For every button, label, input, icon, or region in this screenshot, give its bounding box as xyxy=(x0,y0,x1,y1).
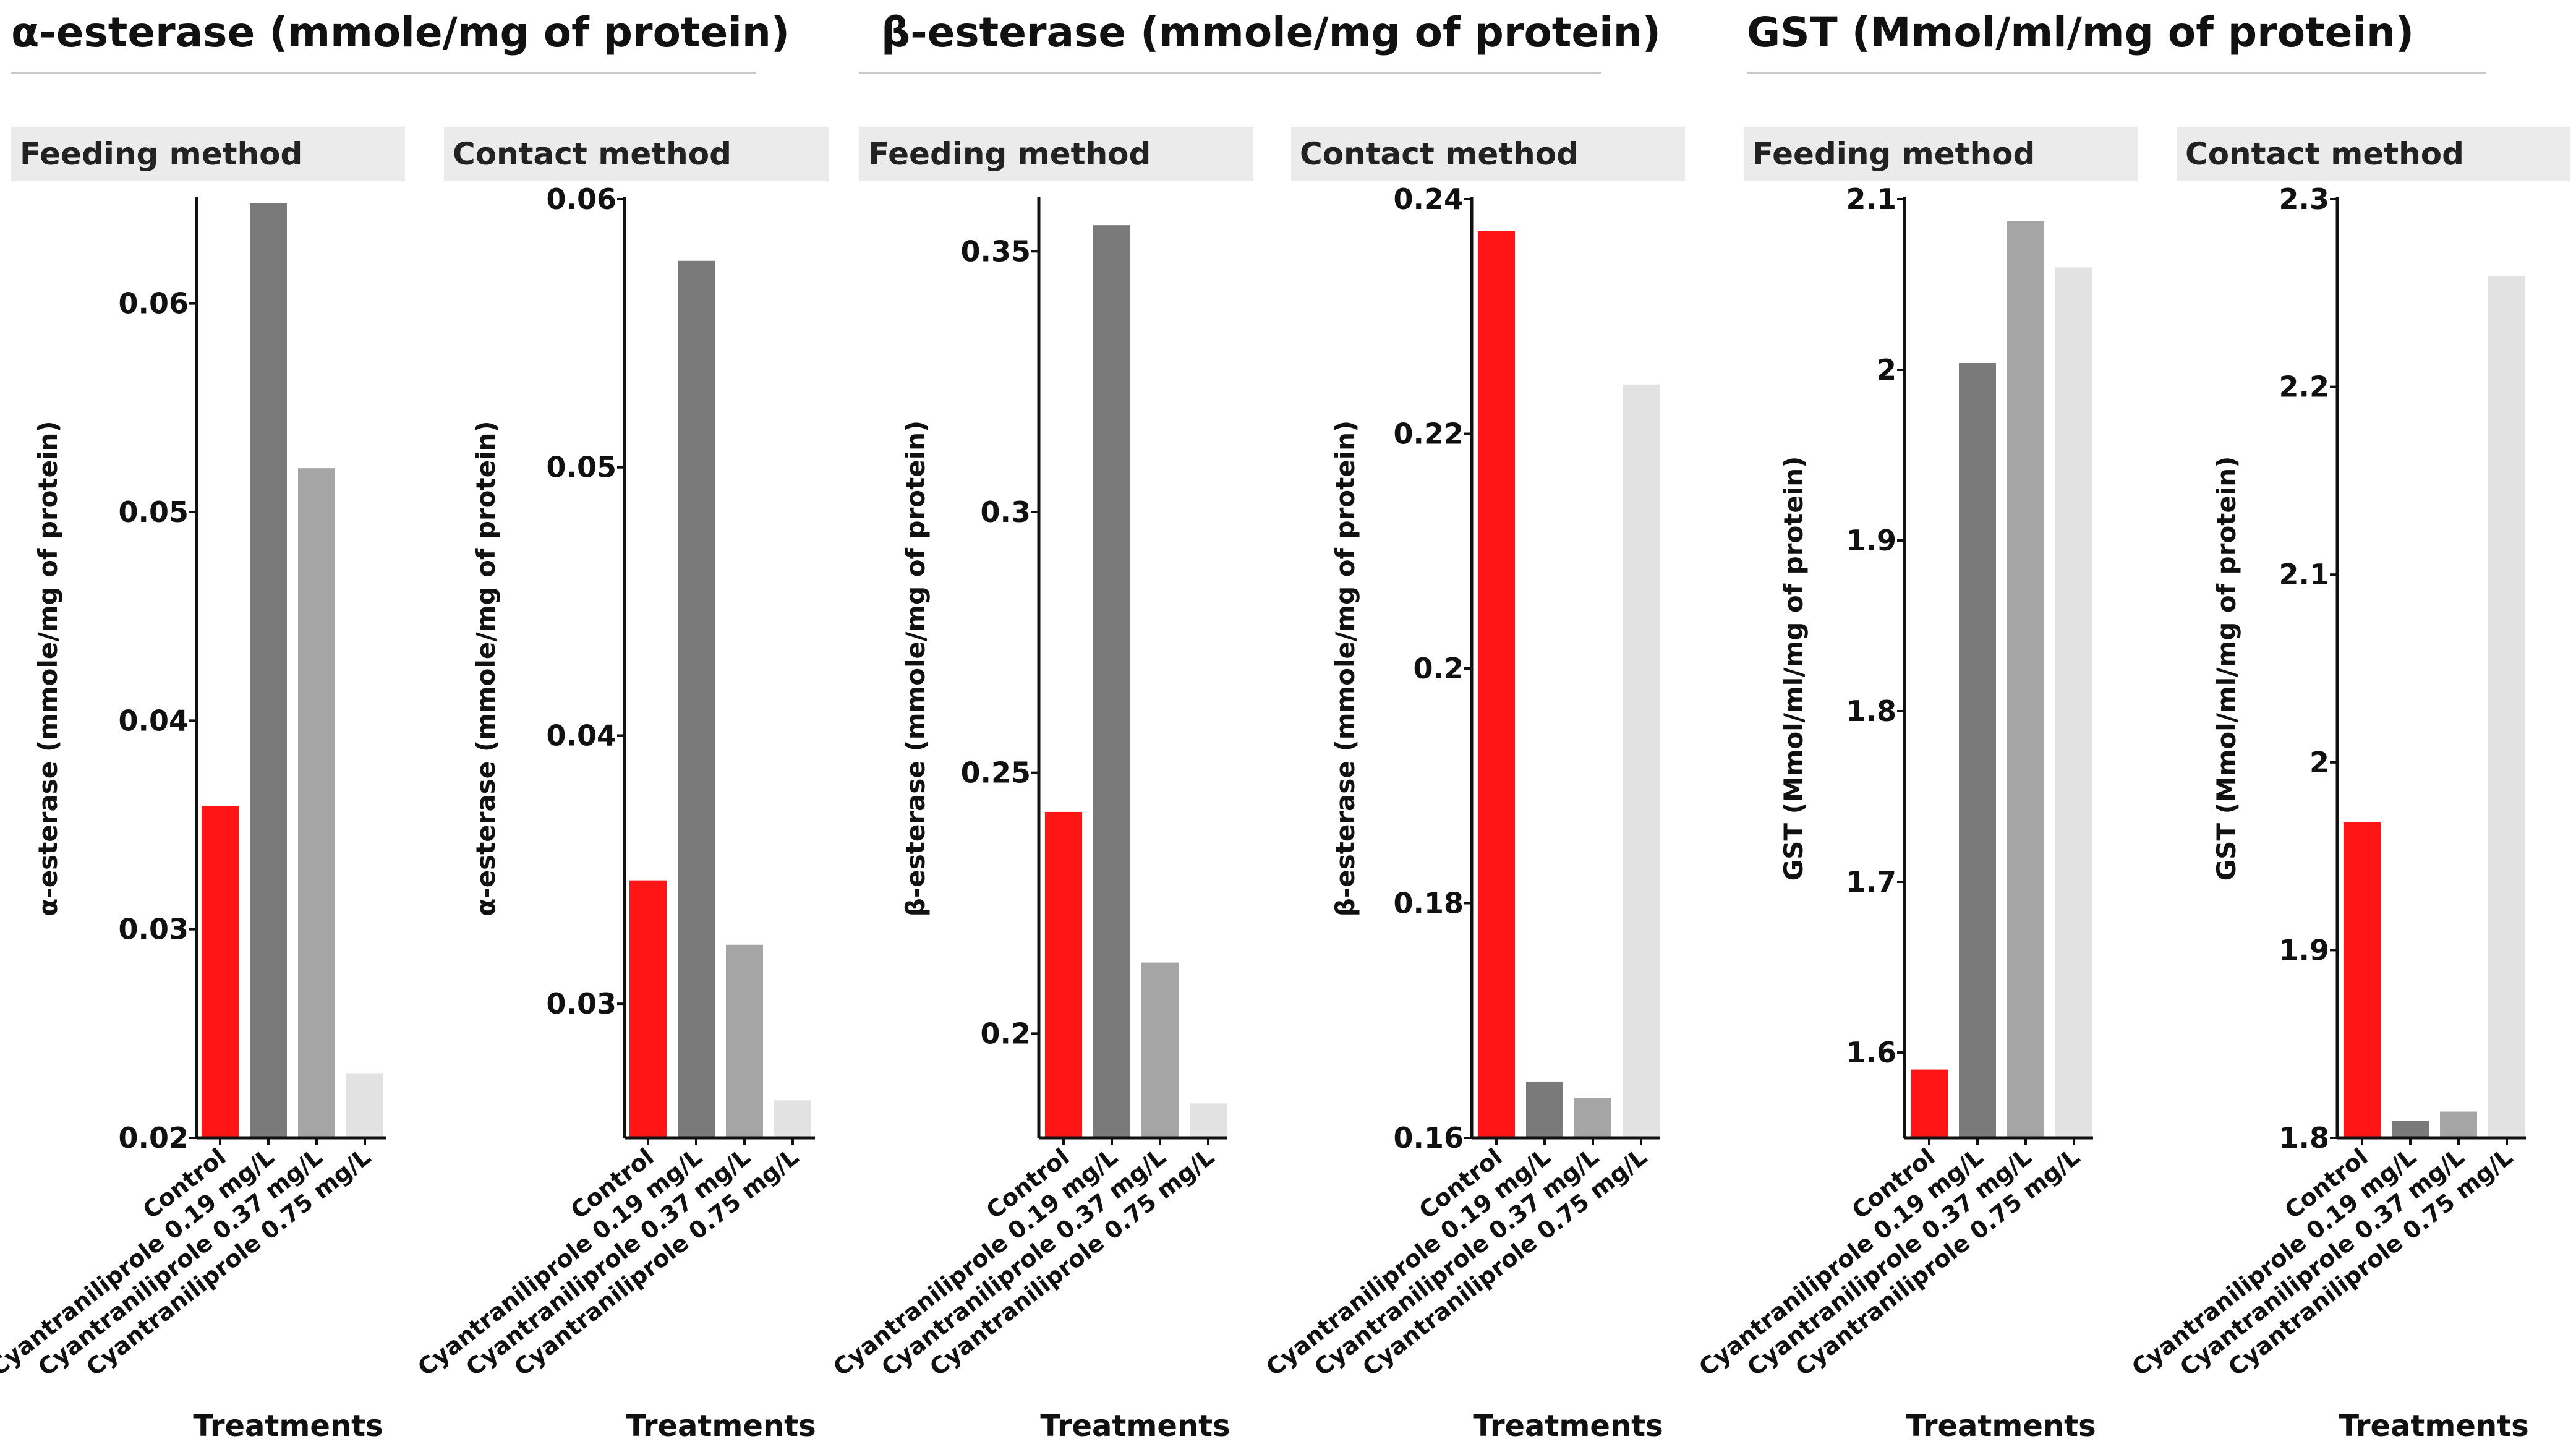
y-tick-label: 2 xyxy=(2309,746,2329,779)
y-tick-label: 1.7 xyxy=(1846,865,1897,899)
y-tick-label: 1.9 xyxy=(2279,933,2330,967)
facet-strip-feeding: Feeding method xyxy=(1744,127,2138,181)
bar xyxy=(2055,267,2092,1138)
y-tick-label: 0.05 xyxy=(119,495,189,529)
bar xyxy=(2392,1121,2429,1138)
y-tick-label: 2.1 xyxy=(2279,558,2330,591)
x-axis-title: Treatments xyxy=(1040,1409,1230,1443)
facet-strip-contact: Contact method xyxy=(444,127,829,181)
x-axis-title: Treatments xyxy=(1473,1409,1663,1443)
y-tick-label: 0.2 xyxy=(981,1017,1031,1050)
y-tick-label: 2.1 xyxy=(1846,182,1897,216)
y-axis-title: β-esterase (mmole/mg of protein) xyxy=(1330,421,1360,916)
bar xyxy=(346,1073,383,1138)
y-tick-label: 0.04 xyxy=(547,719,617,752)
facet-strip-feeding: Feeding method xyxy=(11,127,405,181)
bar xyxy=(2007,221,2044,1138)
x-axis-title: Treatments xyxy=(1906,1409,2096,1443)
y-tick-label: 0.35 xyxy=(961,234,1031,268)
chart-panel: 1.81.922.12.22.3ControlCyantraniliprole … xyxy=(2126,182,2528,1443)
y-tick-label: 0.16 xyxy=(1394,1121,1464,1155)
y-tick-label: 0.06 xyxy=(119,287,189,320)
bar xyxy=(629,880,667,1138)
y-tick-label: 1.6 xyxy=(1846,1036,1897,1069)
group-divider xyxy=(859,72,1601,74)
x-axis-title: Treatments xyxy=(626,1409,816,1443)
bar xyxy=(1093,225,1130,1138)
y-tick-label: 0.3 xyxy=(981,495,1031,529)
y-tick-label: 2.3 xyxy=(2279,182,2330,216)
y-tick-label: 0.22 xyxy=(1394,417,1464,451)
y-tick-label: 0.04 xyxy=(119,704,189,737)
y-axis-title: α-esterase (mmole/mg of protein) xyxy=(471,421,501,916)
group-title-gst: GST (Mmol/ml/mg of protein) xyxy=(1747,9,2415,56)
group-divider xyxy=(1747,72,2486,74)
y-axis-title: β-esterase (mmole/mg of protein) xyxy=(900,421,931,916)
bar xyxy=(1911,1069,1948,1138)
bar xyxy=(202,806,239,1138)
bar xyxy=(1478,231,1515,1138)
facet-strip-contact: Contact method xyxy=(1291,127,1685,181)
y-tick-label: 1.8 xyxy=(2279,1121,2330,1155)
y-axis-title: GST (Mmol/ml/mg of protein) xyxy=(2211,456,2241,881)
y-tick-label: 1.8 xyxy=(1846,694,1897,728)
bar xyxy=(2488,276,2525,1138)
y-tick-label: 0.25 xyxy=(961,756,1031,790)
y-tick-label: 0.02 xyxy=(119,1121,189,1155)
bar xyxy=(774,1100,811,1138)
bar xyxy=(1141,962,1179,1138)
bar xyxy=(298,468,335,1138)
chart-panel: 1.61.71.81.922.1ControlCyantraniliprole … xyxy=(1694,182,2096,1443)
facet-strip-feeding: Feeding method xyxy=(859,127,1253,181)
bar xyxy=(1526,1081,1563,1138)
bar xyxy=(678,260,715,1138)
y-tick-label: 2 xyxy=(1877,353,1896,386)
bar xyxy=(1623,384,1660,1138)
bar xyxy=(2344,822,2381,1138)
group-title-beta-esterase: β-esterase (mmole/mg of protein) xyxy=(881,9,1661,56)
bar xyxy=(250,203,287,1138)
y-tick-label: 1.9 xyxy=(1846,524,1897,557)
bar xyxy=(1959,362,1996,1138)
y-axis-title: α-esterase (mmole/mg of protein) xyxy=(33,421,63,916)
y-axis-title: GST (Mmol/ml/mg of protein) xyxy=(1778,456,1809,881)
y-tick-label: 0.03 xyxy=(547,987,617,1020)
group-title-alpha-esterase: α-esterase (mmole/mg of protein) xyxy=(11,9,790,56)
bar xyxy=(726,944,763,1138)
chart-panel: 0.020.030.040.050.06ControlCyantranilipr… xyxy=(0,197,386,1443)
bar xyxy=(1574,1098,1611,1138)
y-tick-label: 0.18 xyxy=(1394,887,1464,920)
chart-panel: 0.160.180.20.220.24ControlCyantranilipro… xyxy=(1261,182,1663,1443)
y-tick-label: 0.03 xyxy=(119,913,189,946)
x-axis-title: Treatments xyxy=(193,1409,383,1443)
chart-panel: 0.030.040.050.06ControlCyantraniliprole … xyxy=(412,182,816,1443)
facet-strip-contact: Contact method xyxy=(2177,127,2570,181)
y-tick-label: 0.05 xyxy=(547,451,617,484)
bar xyxy=(1190,1103,1227,1138)
bar xyxy=(1045,811,1082,1138)
bar xyxy=(2440,1111,2477,1138)
y-tick-label: 2.2 xyxy=(2279,370,2330,404)
y-tick-label: 0.24 xyxy=(1394,182,1464,216)
x-axis-title: Treatments xyxy=(2339,1409,2528,1443)
y-tick-label: 0.2 xyxy=(1414,652,1464,685)
y-tick-label: 0.06 xyxy=(547,182,617,216)
group-divider xyxy=(11,72,756,74)
